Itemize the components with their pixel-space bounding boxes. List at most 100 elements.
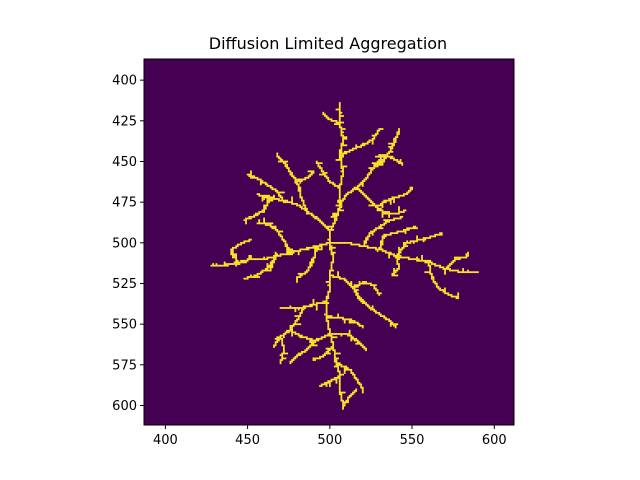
aggregate-particle [365, 349, 367, 352]
aggregate-particle [342, 168, 344, 171]
aggregate-particle [337, 274, 340, 277]
aggregate-particle [391, 274, 394, 277]
aggregate-particle [246, 259, 249, 262]
aggregate-particle [248, 175, 251, 178]
aggregate-particle [404, 256, 407, 259]
aggregate-particle [352, 336, 354, 339]
aggregate-particle [440, 232, 443, 235]
x-tick-label: 450 [235, 433, 260, 448]
aggregate-particle [340, 242, 343, 244]
aggregate-particle [398, 196, 400, 199]
aggregate-particle [435, 282, 438, 285]
aggregate-particle [434, 264, 437, 267]
aggregate-particle [342, 399, 344, 402]
aggregate-particle [299, 193, 302, 195]
aggregate-particle [250, 176, 252, 179]
aggregate-particle [324, 172, 326, 174]
aggregate-particle [305, 176, 308, 179]
aggregate-cluster [210, 102, 479, 410]
aggregate-particle [274, 337, 277, 340]
aggregate-particle [236, 245, 239, 248]
aggregate-particle [266, 196, 269, 199]
plot-area [143, 58, 515, 426]
aggregate-particle [327, 381, 330, 384]
aggregate-particle [329, 380, 331, 383]
aggregate-particle [235, 253, 238, 256]
aggregate-particle [353, 290, 356, 293]
aggregate-particle [305, 246, 308, 249]
aggregate-particle [301, 248, 303, 251]
aggregate-particle [347, 398, 349, 400]
aggregate-particle [301, 178, 303, 181]
aggregate-particle [434, 263, 437, 265]
aggregate-particle [310, 344, 313, 347]
aggregate-particle [330, 274, 333, 277]
aggregate-particle [401, 248, 404, 251]
aggregate-particle [338, 207, 341, 210]
aggregate-particle [307, 248, 310, 251]
aggregate-particle [381, 211, 384, 213]
aggregate-particle [406, 193, 409, 195]
aggregate-particle [292, 359, 295, 361]
aggregate-particle [289, 305, 292, 308]
aggregate-particle [401, 211, 404, 213]
aggregate-particle [314, 248, 316, 251]
aggregate-particle [335, 378, 338, 381]
aggregate-particle [386, 212, 389, 215]
aggregate-particle [338, 110, 341, 113]
aggregate-particle [276, 189, 279, 192]
aggregate-particle [389, 251, 392, 254]
aggregate-particle [307, 266, 310, 269]
aggregate-particle [366, 246, 369, 249]
aggregate-particle [375, 228, 377, 231]
aggregate-particle [343, 144, 346, 147]
aggregate-particle [356, 341, 359, 344]
aggregate-particle [343, 277, 346, 280]
aggregate-particle [330, 378, 333, 381]
aggregate-particle [309, 303, 312, 306]
aggregate-particle [360, 324, 363, 327]
aggregate-particle [363, 302, 366, 304]
aggregate-particle [251, 215, 254, 218]
aggregate-particle [389, 142, 392, 145]
aggregate-particle [250, 276, 252, 278]
aggregate-particle [383, 315, 386, 317]
aggregate-particle [398, 209, 400, 212]
aggregate-particle [250, 175, 252, 178]
aggregate-particle [388, 211, 390, 213]
aggregate-particle [329, 281, 331, 283]
aggregate-particle [299, 189, 302, 192]
aggregate-particle [360, 144, 363, 147]
aggregate-particle [384, 157, 387, 160]
aggregate-particle [348, 282, 351, 285]
aggregate-particle [379, 207, 382, 210]
aggregate-particle [302, 201, 305, 204]
aggregate-particle [365, 176, 367, 179]
aggregate-particle [337, 271, 340, 274]
aggregate-particle [291, 199, 293, 202]
aggregate-particle [315, 305, 318, 308]
aggregate-particle [327, 333, 330, 335]
aggregate-particle [301, 196, 303, 199]
aggregate-particle [329, 385, 331, 387]
aggregate-particle [338, 126, 341, 129]
aggregate-particle [360, 146, 363, 148]
aggregate-particle [371, 204, 374, 207]
aggregate-particle [335, 276, 338, 278]
aggregate-particle [291, 172, 293, 174]
aggregate-particle [210, 264, 213, 267]
aggregate-particle [333, 183, 336, 186]
aggregate-particle [240, 242, 242, 244]
aggregate-particle [361, 302, 364, 304]
aggregate-particle [329, 228, 331, 231]
aggregate-particle [235, 245, 238, 248]
aggregate-particle [407, 256, 410, 259]
aggregate-particle [215, 264, 218, 267]
aggregate-particle [345, 152, 348, 155]
aggregate-particle [282, 347, 285, 350]
aggregate-particle [414, 227, 417, 230]
aggregate-particle [337, 333, 340, 335]
aggregate-particle [276, 339, 279, 342]
aggregate-particle [266, 269, 269, 272]
aggregate-particle [462, 269, 464, 272]
